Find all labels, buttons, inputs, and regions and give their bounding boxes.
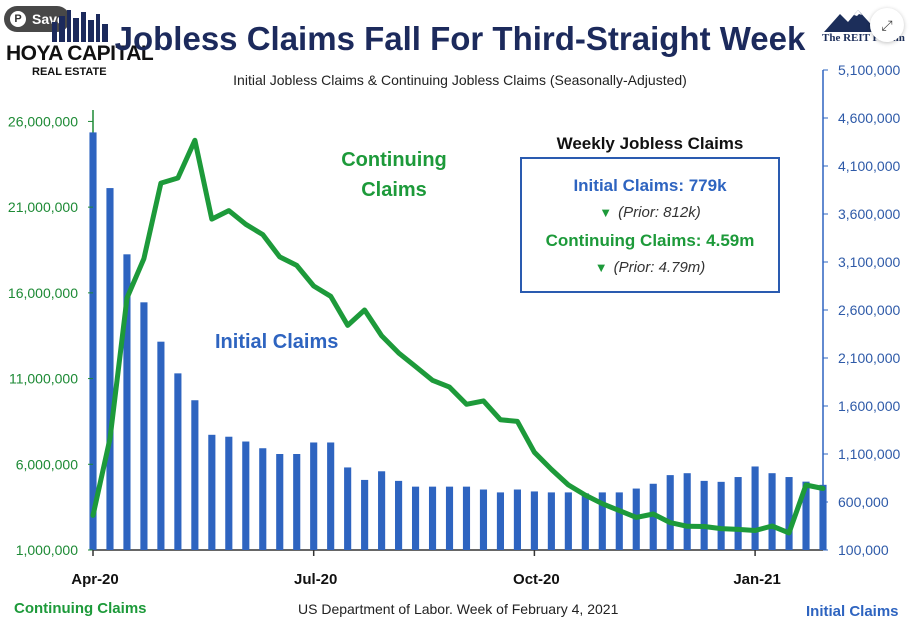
initial-claims-bar <box>513 489 521 550</box>
right-tick-label: 2,600,000 <box>838 302 900 318</box>
initial-claims-bar <box>700 480 708 550</box>
right-tick-label: 3,600,000 <box>838 206 900 222</box>
info-initial-claims: Initial Claims: 779k <box>573 176 727 195</box>
right-axis-label: Initial Claims <box>806 603 899 620</box>
x-tick-label: Oct-20 <box>513 571 560 588</box>
initial-claims-bar <box>242 441 250 550</box>
x-tick-label: Jul-20 <box>294 571 337 588</box>
initial-claims-bar <box>225 436 233 550</box>
pinterest-icon: P <box>10 11 26 27</box>
right-tick-label: 100,000 <box>838 542 889 558</box>
initial-claims-bar <box>785 477 793 550</box>
initial-claims-bar <box>259 448 267 550</box>
initial-claims-bar <box>496 492 505 550</box>
continuing-claims-line <box>90 137 826 536</box>
x-tick-label: Jan-21 <box>733 571 781 588</box>
left-axis-label: Continuing Claims <box>14 600 147 617</box>
left-tick-label: 16,000,000 <box>8 285 78 301</box>
right-tick-label: 1,100,000 <box>838 446 900 462</box>
initial-claims-bar <box>445 486 454 550</box>
initial-claims-bar <box>174 373 182 550</box>
x-tick-label: Apr-20 <box>71 571 119 588</box>
initial-claims-bar <box>89 132 97 550</box>
initial-claims-bar <box>157 341 165 550</box>
continuing-annotation-line1: Continuing <box>341 149 447 171</box>
initial-claims-bar <box>140 302 148 550</box>
left-tick-label: 6,000,000 <box>16 456 78 472</box>
right-tick-label: 600,000 <box>838 494 889 510</box>
expand-button[interactable]: ⤢ <box>870 8 904 42</box>
initial-claims-bar <box>208 434 216 550</box>
logo-text-main: HOYA CAPITAL <box>6 42 154 65</box>
initial-claims-bar <box>530 491 538 550</box>
initial-claims-bar <box>751 466 759 550</box>
initial-claims-annotation: Initial Claims <box>215 331 339 353</box>
initial-claims-bar <box>479 489 488 550</box>
initial-claims-bar <box>802 481 810 550</box>
initial-claims-bar <box>564 492 572 550</box>
right-tick-label: 1,600,000 <box>838 398 900 414</box>
right-tick-label: 2,100,000 <box>838 350 900 366</box>
initial-claims-bar <box>598 492 606 550</box>
continuing-claims-annotation: Continuing Claims <box>324 145 464 205</box>
initial-claims-bar <box>462 486 471 550</box>
down-arrow-icon: ▼ <box>594 260 608 275</box>
initial-claims-bar <box>615 492 623 550</box>
right-tick-label: 5,100,000 <box>838 62 900 78</box>
right-tick-label: 3,100,000 <box>838 254 900 270</box>
initial-claims-bar <box>123 254 131 550</box>
chart-title: Jobless Claims Fall For Third-Straight W… <box>114 20 806 57</box>
info-box <box>520 157 780 293</box>
initial-claims-bar <box>395 480 403 550</box>
initial-claims-bar <box>666 475 674 550</box>
right-tick-label: 4,600,000 <box>838 110 900 126</box>
initial-claims-bar <box>327 442 335 550</box>
initial-claims-bar <box>293 454 301 550</box>
expand-icon: ⤢ <box>881 16 893 33</box>
left-tick-label: 11,000,000 <box>9 371 78 387</box>
skyline-icon <box>52 10 108 42</box>
initial-claims-bar <box>768 473 776 550</box>
mountain-icon <box>824 10 878 32</box>
chart-subtitle: Initial Jobless Claims & Continuing Jobl… <box>233 72 687 88</box>
left-tick-label: 21,000,000 <box>8 199 78 215</box>
initial-claims-bar <box>819 484 827 550</box>
right-tick-label: 4,100,000 <box>838 158 900 174</box>
initial-claims-bar <box>106 188 114 550</box>
left-tick-label: 1,000,000 <box>16 542 78 558</box>
initial-claims-bar <box>428 486 437 550</box>
initial-claims-bar <box>276 454 284 550</box>
info-continuing-prior: ▼ (Prior: 4.79m) <box>522 259 778 276</box>
info-continuing-claims: Continuing Claims: 4.59m <box>545 231 755 250</box>
initial-claims-bar <box>344 467 352 550</box>
logo-text-sub: REAL ESTATE <box>32 66 107 78</box>
continuing-annotation-line2: Claims <box>361 179 427 201</box>
initial-claims-bar <box>649 483 657 550</box>
down-arrow-icon: ▼ <box>599 205 613 220</box>
info-continuing-prior-text: (Prior: 4.79m) <box>613 259 706 276</box>
info-box-title: Weekly Jobless Claims <box>524 134 776 154</box>
initial-claims-bar <box>310 442 318 550</box>
initial-claims-bar <box>191 400 199 550</box>
initial-claims-bar <box>547 492 555 550</box>
initial-claims-bar <box>581 493 589 550</box>
source-note: US Department of Labor. Week of February… <box>298 601 619 617</box>
initial-claims-bar <box>411 486 420 550</box>
left-tick-label: 26,000,000 <box>8 113 78 129</box>
initial-claims-bar <box>717 481 725 550</box>
initial-claims-bar <box>361 479 369 550</box>
initial-claims-bar <box>683 473 691 550</box>
info-initial-prior-text: (Prior: 812k) <box>618 204 701 221</box>
initial-claims-bar <box>378 471 386 550</box>
info-initial-prior: ▼ (Prior: 812k) <box>522 204 778 221</box>
initial-claims-bar <box>734 477 742 550</box>
hoya-capital-logo: HOYA CAPITAL REAL ESTATE <box>6 8 154 78</box>
